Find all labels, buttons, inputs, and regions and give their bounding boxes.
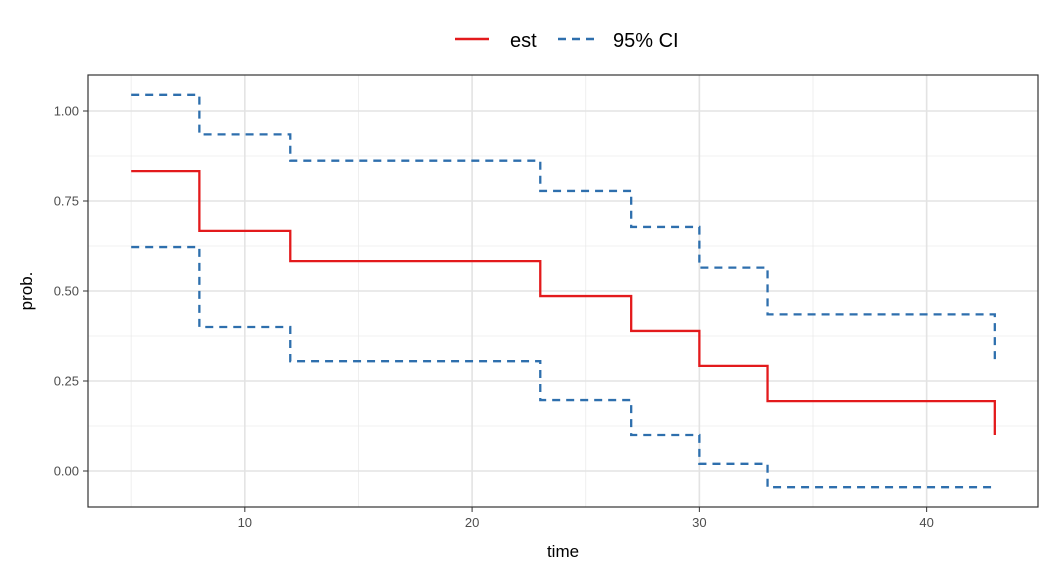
x-tick-label: 40: [919, 515, 933, 530]
y-tick-label: 1.00: [54, 104, 79, 119]
y-axis-title: prob.: [17, 272, 36, 311]
y-tick-label: 0.00: [54, 464, 79, 479]
x-tick-label: 10: [238, 515, 252, 530]
y-tick-label: 0.25: [54, 374, 79, 389]
y-axis: 0.00 0.25 0.50 0.75 1.00: [54, 104, 88, 479]
x-tick-label: 20: [465, 515, 479, 530]
y-tick-label: 0.50: [54, 284, 79, 299]
legend-label-est: est: [510, 30, 537, 52]
grid-major: [88, 75, 1038, 507]
legend-label-ci: 95% CI: [613, 30, 679, 52]
legend: est 95% CI: [455, 30, 679, 52]
series-1-line: [131, 93, 996, 363]
x-tick-label: 30: [692, 515, 706, 530]
series-2-line: [131, 245, 996, 489]
grid-minor: [88, 75, 1038, 507]
series-0-line: [131, 169, 996, 435]
series-layer: [131, 93, 996, 489]
x-axis: 10 20 30 40: [238, 507, 934, 530]
x-axis-title: time: [547, 542, 579, 561]
y-tick-label: 0.75: [54, 194, 79, 209]
